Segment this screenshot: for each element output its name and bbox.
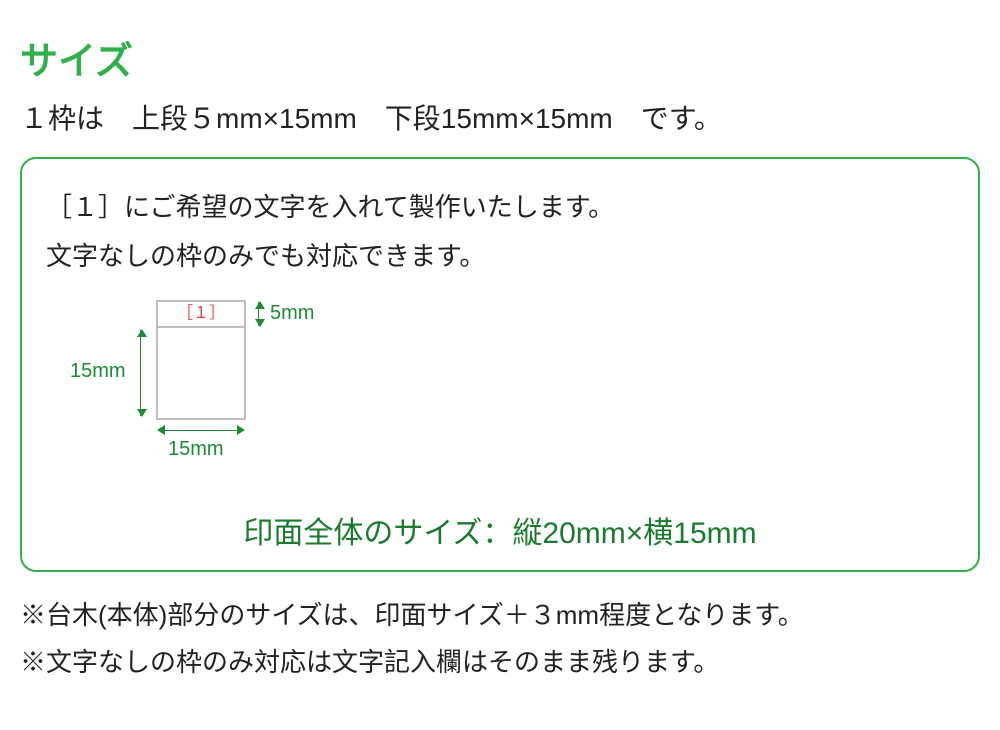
dim-5mm-label: 5mm [270, 302, 314, 325]
stamp-outline: ［１］ [156, 300, 246, 420]
dim-left-label: 15mm [70, 360, 126, 383]
size-diagram: ［１］ 5mm 15mm 15mm [86, 300, 954, 500]
info-panel: ［１］にご希望の文字を入れて製作いたします。 文字なしの枠のみでも対応できます。… [20, 157, 980, 572]
subtitle-text: １枠は 上段５mm×15mm 下段15mm×15mm です。 [20, 97, 980, 137]
page-title: サイズ [20, 30, 980, 85]
note-2: ※文字なしの枠のみ対応は文字記入欄はそのまま残ります。 [20, 639, 980, 686]
note-1: ※台木(本体)部分のサイズは、印面サイズ＋３mm程度となります。 [20, 592, 980, 639]
panel-line2: 文字なしの枠のみでも対応できます。 [46, 241, 485, 271]
stamp-bottom-cell [158, 328, 244, 418]
panel-line1: ［１］にご希望の文字を入れて製作いたします。 [46, 192, 614, 222]
arrow-5mm [258, 302, 259, 326]
panel-description: ［１］にご希望の文字を入れて製作いたします。 文字なしの枠のみでも対応できます。 [46, 183, 954, 282]
stamp-top-cell: ［１］ [158, 302, 244, 328]
dim-bottom-label: 15mm [168, 438, 224, 461]
arrow-bottom-15mm [158, 430, 244, 431]
overall-size-text: 印面全体のサイズ：縦20mm×横15mm [46, 508, 954, 552]
stamp-box: ［１］ [156, 300, 246, 420]
arrow-left-15mm [140, 330, 141, 416]
